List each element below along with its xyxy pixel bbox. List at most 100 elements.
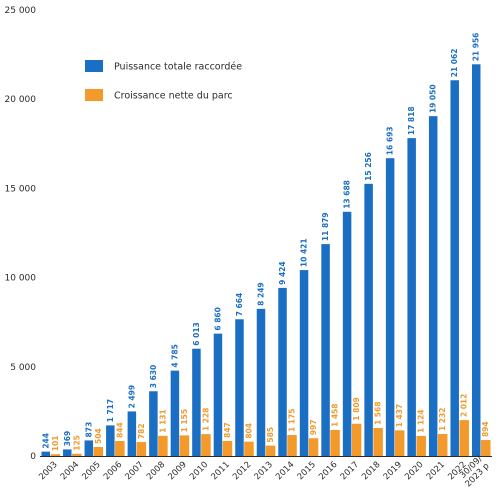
x-tick-label-line: 2011 <box>210 460 232 482</box>
bar-croissance-nette <box>72 453 82 456</box>
value-label-puissance: 11 879 <box>321 212 330 241</box>
value-label-puissance: 10 421 <box>300 238 309 267</box>
bar-puissance-totale <box>450 80 459 457</box>
x-tick-label-line: 2014 <box>274 460 296 482</box>
bar-croissance-nette <box>287 435 297 456</box>
value-label-croissance: 1 458 <box>331 403 340 427</box>
value-label-puissance: 7 664 <box>235 293 244 317</box>
value-label-croissance: 1 437 <box>395 404 404 428</box>
y-tick-label: 15 000 <box>5 184 37 194</box>
bar-puissance-totale <box>385 158 395 456</box>
value-label-croissance: 997 <box>309 420 318 436</box>
bar-puissance-totale <box>63 449 72 456</box>
x-tick-label-line: 2017 <box>339 460 361 482</box>
x-tick-label-line: 2004 <box>59 460 81 482</box>
value-label-croissance: 1 809 <box>352 397 361 421</box>
x-tick-label: 2015 <box>296 460 318 482</box>
bar-puissance-totale <box>84 440 94 456</box>
x-tick-label: 2019 <box>382 460 404 482</box>
bar-croissance-nette <box>50 454 61 456</box>
x-tick-label: 2003 <box>37 460 59 482</box>
y-tick-label: 10 000 <box>5 274 37 284</box>
value-label-croissance: 101 <box>51 436 60 452</box>
bar-puissance-totale <box>41 451 51 456</box>
bar-puissance-totale <box>407 138 416 456</box>
bar-croissance-nette <box>201 434 211 456</box>
x-tick-label: 2011 <box>210 460 232 482</box>
x-tick-label-line: 2020 <box>403 460 425 482</box>
value-label-croissance: 844 <box>115 422 124 438</box>
value-label-croissance: 782 <box>137 423 146 439</box>
value-label-puissance: 6 860 <box>213 307 222 331</box>
value-label-croissance: 804 <box>244 423 253 439</box>
bar-puissance-totale <box>299 270 309 456</box>
bar-croissance-nette <box>480 440 491 456</box>
legend-swatch <box>85 60 103 72</box>
bar-croissance-nette <box>330 429 340 456</box>
x-tick-label-line: 2016 <box>317 460 339 482</box>
x-tick-label-line: 2015 <box>296 460 318 482</box>
bar-puissance-totale <box>149 391 158 456</box>
bar-croissance-nette <box>373 428 383 456</box>
value-label-puissance: 16 693 <box>386 126 395 155</box>
value-label-puissance: 3 630 <box>149 365 158 389</box>
y-tick-label: 0 <box>30 452 36 462</box>
value-label-puissance: 873 <box>84 422 93 438</box>
x-tick-label: 2005 <box>80 460 102 482</box>
legend-label: Croissance nette du parc <box>114 91 233 102</box>
x-tick-label: 2007 <box>123 460 145 482</box>
legend: Puissance totale raccordée Croissance net… <box>85 60 242 102</box>
x-tick-label: 2016 <box>317 460 339 482</box>
y-tick-label: 25 000 <box>5 6 37 16</box>
bar-puissance-totale <box>342 211 352 456</box>
value-label-puissance: 2 499 <box>127 385 136 409</box>
bar-puissance-totale <box>471 64 481 456</box>
bar-puissance-totale <box>256 308 266 456</box>
bar-croissance-nette <box>244 441 254 456</box>
legend-label: Puissance totale raccordée <box>114 62 242 73</box>
bar-croissance-nette <box>265 445 276 456</box>
value-label-puissance: 9 424 <box>278 261 287 285</box>
x-tick-label: 2021 <box>425 460 447 482</box>
value-label-croissance: 847 <box>223 422 232 438</box>
value-label-puissance: 21 062 <box>450 49 459 78</box>
x-tick-label: 2020 <box>403 460 425 482</box>
value-label-puissance: 244 <box>41 433 50 449</box>
value-label-puissance: 4 785 <box>170 344 179 368</box>
value-label-croissance: 1 228 <box>201 408 210 432</box>
value-label-croissance: 585 <box>266 427 275 443</box>
bar-puissance-totale <box>213 333 223 456</box>
bar-croissance-nette <box>136 442 147 456</box>
value-label-croissance: 1 124 <box>417 409 426 433</box>
value-label-croissance: 125 <box>72 435 81 451</box>
x-tick-label-line: 2010 <box>188 460 210 482</box>
value-label-croissance: 1 232 <box>438 408 447 432</box>
value-label-croissance: 1 131 <box>158 409 167 433</box>
y-tick-label: 5 000 <box>10 363 36 373</box>
value-label-puissance: 8 249 <box>257 282 266 306</box>
x-tick-label: 2004 <box>59 460 81 482</box>
bar-croissance-nette <box>222 440 233 456</box>
x-tick-label-line: 2021 <box>425 460 447 482</box>
bar-puissance-totale <box>321 244 330 456</box>
bar-puissance-totale <box>170 370 180 456</box>
y-tick-label: 20 000 <box>5 95 37 105</box>
value-label-croissance: 1 175 <box>288 409 297 433</box>
bar-croissance-nette <box>394 430 405 456</box>
bar-puissance-totale <box>106 425 115 456</box>
value-label-puissance: 6 013 <box>192 322 201 346</box>
x-tick-label-line: 2005 <box>80 460 102 482</box>
value-label-puissance: 17 818 <box>407 106 416 135</box>
x-tick-label: 2009 <box>166 460 188 482</box>
value-label-puissance: 1 717 <box>106 399 115 423</box>
bar-croissance-nette <box>308 438 319 456</box>
y-axis: 0 5 000 10 000 15 000 20 000 25 000 <box>5 6 37 462</box>
x-tick-label: 30/09/2023 p <box>456 454 491 489</box>
x-tick-label: 2012 <box>231 460 253 482</box>
bar-puissance-totale <box>127 411 137 456</box>
x-tick-label-line: 2018 <box>360 460 382 482</box>
bar-croissance-nette <box>351 423 362 456</box>
value-label-croissance: 894 <box>481 421 490 437</box>
bar-croissance-nette <box>93 447 104 456</box>
x-tick-label-line: 2009 <box>166 460 188 482</box>
